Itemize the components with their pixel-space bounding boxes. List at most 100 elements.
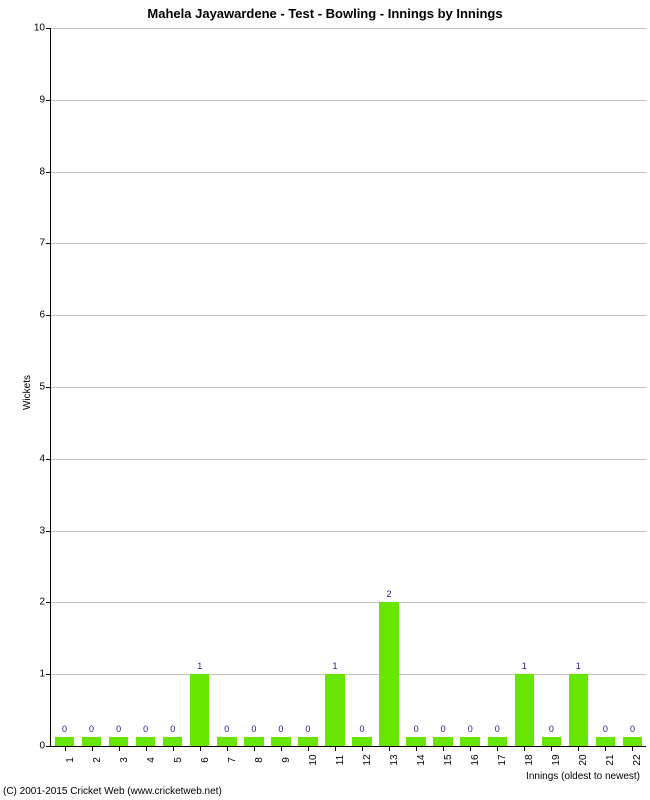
- gridline: [51, 674, 646, 675]
- xtick-label: 16: [470, 754, 481, 765]
- bar: [217, 737, 236, 746]
- xtick-label: 12: [362, 754, 373, 765]
- ytick-label: 10: [34, 23, 45, 34]
- ytick-mark: [46, 315, 51, 316]
- xtick-mark: [92, 746, 93, 751]
- xtick-label: 4: [146, 757, 157, 763]
- xtick-label: 5: [173, 757, 184, 763]
- xtick-label: 3: [119, 757, 130, 763]
- ytick-mark: [46, 674, 51, 675]
- bar-value-label: 1: [197, 661, 202, 671]
- bar-value-label: 1: [522, 661, 527, 671]
- xtick-label: 18: [524, 754, 535, 765]
- ytick-label: 4: [39, 453, 45, 464]
- gridline: [51, 243, 646, 244]
- bar-value-label: 0: [414, 724, 419, 734]
- bar-value-label: 1: [332, 661, 337, 671]
- bar: [163, 737, 182, 746]
- bar-value-label: 0: [305, 724, 310, 734]
- xtick-mark: [443, 746, 444, 751]
- gridline: [51, 100, 646, 101]
- plot-area: 0123456789100102030405160708090101110122…: [50, 28, 646, 747]
- bar: [352, 737, 371, 746]
- xtick-mark: [362, 746, 363, 751]
- xtick-mark: [335, 746, 336, 751]
- gridline: [51, 315, 646, 316]
- xtick-label: 11: [335, 755, 346, 765]
- xtick-mark: [416, 746, 417, 751]
- xtick-mark: [146, 746, 147, 751]
- bar: [109, 737, 128, 746]
- bar: [460, 737, 479, 746]
- xtick-mark: [605, 746, 606, 751]
- xtick-label: 17: [497, 754, 508, 765]
- bar: [82, 737, 101, 746]
- xtick-label: 9: [281, 757, 292, 763]
- x-axis-label: Innings (oldest to newest): [526, 771, 640, 782]
- xtick-label: 15: [443, 754, 454, 765]
- bar-value-label: 0: [224, 724, 229, 734]
- bar: [542, 737, 561, 746]
- ytick-label: 8: [39, 166, 45, 177]
- ytick-label: 9: [39, 94, 45, 105]
- ytick-label: 5: [39, 382, 45, 393]
- gridline: [51, 172, 646, 173]
- chart-title: Mahela Jayawardene - Test - Bowling - In…: [0, 6, 650, 21]
- xtick-label: 20: [578, 754, 589, 765]
- xtick-label: 6: [200, 757, 211, 763]
- bar: [569, 674, 588, 746]
- xtick-mark: [227, 746, 228, 751]
- bar: [244, 737, 263, 746]
- xtick-mark: [497, 746, 498, 751]
- xtick-label: 21: [605, 754, 616, 765]
- bar-value-label: 0: [143, 724, 148, 734]
- ytick-label: 7: [39, 238, 45, 249]
- xtick-mark: [524, 746, 525, 751]
- xtick-mark: [632, 746, 633, 751]
- xtick-label: 22: [632, 754, 643, 765]
- y-axis-label: Wickets: [22, 375, 33, 410]
- bar: [379, 602, 398, 746]
- ytick-mark: [46, 459, 51, 460]
- bar: [190, 674, 209, 746]
- xtick-label: 2: [92, 757, 103, 763]
- bar: [136, 737, 155, 746]
- bar-value-label: 0: [278, 724, 283, 734]
- ytick-mark: [46, 100, 51, 101]
- ytick-mark: [46, 531, 51, 532]
- bar: [515, 674, 534, 746]
- bar-value-label: 2: [387, 589, 392, 599]
- ytick-label: 1: [39, 669, 45, 680]
- xtick-label: 10: [308, 754, 319, 765]
- gridline: [51, 531, 646, 532]
- xtick-mark: [200, 746, 201, 751]
- bar: [596, 737, 615, 746]
- bar: [406, 737, 425, 746]
- xtick-mark: [173, 746, 174, 751]
- xtick-mark: [470, 746, 471, 751]
- bar-value-label: 1: [576, 661, 581, 671]
- bar-value-label: 0: [89, 724, 94, 734]
- bar-value-label: 0: [251, 724, 256, 734]
- bar: [433, 737, 452, 746]
- xtick-mark: [578, 746, 579, 751]
- xtick-label: 13: [389, 754, 400, 765]
- copyright-text: (C) 2001-2015 Cricket Web (www.cricketwe…: [3, 786, 222, 797]
- xtick-mark: [389, 746, 390, 751]
- bar-value-label: 0: [170, 724, 175, 734]
- xtick-label: 19: [551, 754, 562, 765]
- xtick-mark: [308, 746, 309, 751]
- ytick-mark: [46, 243, 51, 244]
- ytick-mark: [46, 387, 51, 388]
- bar-value-label: 0: [630, 724, 635, 734]
- bar: [488, 737, 507, 746]
- bar: [55, 737, 74, 746]
- xtick-mark: [281, 746, 282, 751]
- ytick-label: 6: [39, 310, 45, 321]
- xtick-label: 7: [227, 757, 238, 763]
- ytick-label: 2: [39, 597, 45, 608]
- xtick-mark: [254, 746, 255, 751]
- gridline: [51, 28, 646, 29]
- gridline: [51, 459, 646, 460]
- bar-value-label: 0: [495, 724, 500, 734]
